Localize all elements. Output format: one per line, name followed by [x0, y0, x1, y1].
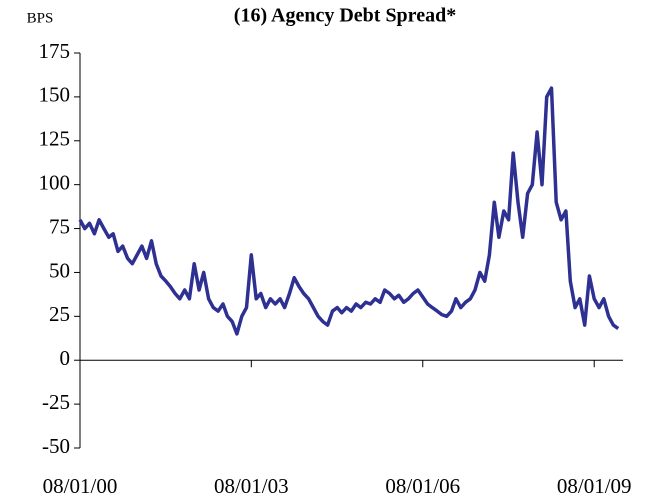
- y-tick-label: 150: [39, 83, 71, 107]
- x-tick-label: 08/01/00: [43, 474, 118, 498]
- y-tick-label: -25: [42, 390, 70, 414]
- y-tick-label: -50: [42, 434, 70, 458]
- data-line: [78, 86, 620, 336]
- y-tick-label: 125: [39, 127, 71, 151]
- y-tick-label: 175: [39, 39, 71, 63]
- y-axis-label: BPS: [27, 10, 54, 26]
- y-tick-label: 75: [49, 214, 70, 238]
- y-tick-label: 100: [39, 170, 71, 194]
- y-tick-label: 0: [60, 346, 71, 370]
- y-tick-label: 50: [49, 258, 70, 282]
- x-tick-label: 08/01/03: [214, 474, 289, 498]
- x-tick-label: 08/01/09: [557, 474, 632, 498]
- y-tick-label: 25: [49, 302, 70, 326]
- x-tick-label: 08/01/06: [385, 474, 460, 498]
- chart-title: (16) Agency Debt Spread*: [234, 5, 456, 27]
